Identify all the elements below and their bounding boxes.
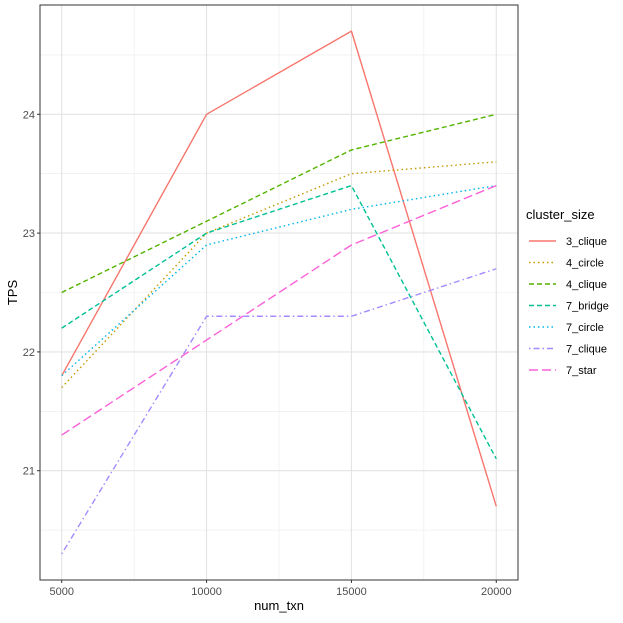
series-line-7-bridge (61, 184, 497, 460)
series-line-3-clique (61, 30, 497, 507)
plot-panel (39, 4, 519, 581)
y-tick-label: 24 (23, 109, 35, 121)
y-axis-title: TPS (5, 280, 20, 306)
x-axis: 5000 10000 15000 20000 (49, 580, 512, 598)
legend-label-7-circle: 7_circle (566, 322, 604, 334)
grid-minor (40, 5, 518, 580)
y-tick-label: 21 (23, 466, 35, 478)
series-line-4-clique (61, 113, 497, 294)
panel-border (39, 4, 519, 581)
x-tick-label: 10000 (191, 586, 222, 598)
y-tick-label: 23 (23, 228, 35, 240)
legend: cluster_size 3_clique 4_circle 4_clique 7_b… (526, 207, 609, 377)
series-line-7-star (61, 184, 497, 436)
legend-label-3-clique: 3_clique (566, 236, 607, 248)
legend-label-7-bridge: 7_bridge (566, 301, 609, 313)
x-axis-title: num_txn (254, 598, 304, 613)
x-tick-label: 5000 (49, 586, 73, 598)
x-tick-label: 20000 (481, 586, 512, 598)
legend-label-4-clique: 4_clique (566, 279, 607, 291)
y-tick-label: 22 (23, 347, 35, 359)
y-axis: 21 22 23 24 (23, 109, 40, 478)
legend-label-7-star: 7_star (566, 365, 597, 377)
legend-label-4-circle: 4_circle (566, 258, 604, 270)
grid-major (40, 5, 518, 580)
legend-label-7-clique: 7_clique (566, 344, 607, 356)
series-layer (61, 30, 497, 555)
x-tick-label: 15000 (336, 586, 367, 598)
legend-title: cluster_size (526, 207, 595, 222)
